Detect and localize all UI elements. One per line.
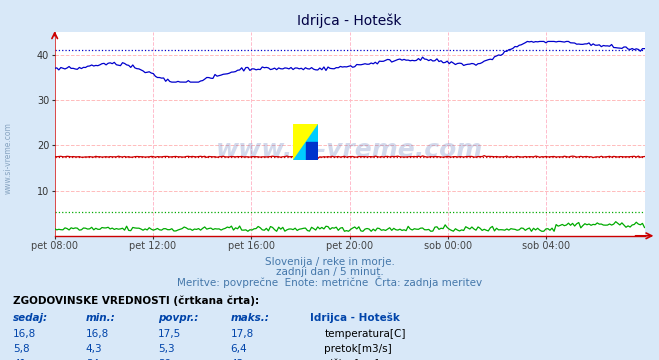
Text: 43: 43	[231, 359, 244, 360]
Text: min.:: min.:	[86, 314, 115, 324]
Text: pretok[m3/s]: pretok[m3/s]	[324, 344, 392, 354]
Text: 41: 41	[13, 359, 26, 360]
Text: sedaj:: sedaj:	[13, 314, 48, 324]
Polygon shape	[293, 124, 318, 160]
Text: Idrijca - Hotešk: Idrijca - Hotešk	[310, 313, 399, 324]
Text: ZGODOVINSKE VREDNOSTI (črtkana črta):: ZGODOVINSKE VREDNOSTI (črtkana črta):	[13, 296, 259, 306]
Text: višina[cm]: višina[cm]	[324, 359, 379, 360]
Text: 16,8: 16,8	[13, 329, 36, 339]
Text: 17,8: 17,8	[231, 329, 254, 339]
Text: 34: 34	[86, 359, 99, 360]
Text: zadnji dan / 5 minut.: zadnji dan / 5 minut.	[275, 267, 384, 278]
Text: www.si-vreme.com: www.si-vreme.com	[216, 138, 483, 162]
Title: Idrijca - Hotešk: Idrijca - Hotešk	[297, 14, 402, 28]
Text: temperatura[C]: temperatura[C]	[324, 329, 406, 339]
Text: 5,3: 5,3	[158, 344, 175, 354]
Text: 5,8: 5,8	[13, 344, 30, 354]
Text: www.si-vreme.com: www.si-vreme.com	[4, 122, 13, 194]
Text: 16,8: 16,8	[86, 329, 109, 339]
Text: Slovenija / reke in morje.: Slovenija / reke in morje.	[264, 257, 395, 267]
Text: povpr.:: povpr.:	[158, 314, 198, 324]
Text: 17,5: 17,5	[158, 329, 181, 339]
Text: maks.:: maks.:	[231, 314, 270, 324]
Text: 6,4: 6,4	[231, 344, 247, 354]
Bar	[306, 142, 318, 160]
Text: Meritve: povprečne  Enote: metrične  Črta: zadnja meritev: Meritve: povprečne Enote: metrične Črta:…	[177, 276, 482, 288]
Text: 39: 39	[158, 359, 171, 360]
Text: 4,3: 4,3	[86, 344, 102, 354]
Polygon shape	[293, 124, 318, 160]
